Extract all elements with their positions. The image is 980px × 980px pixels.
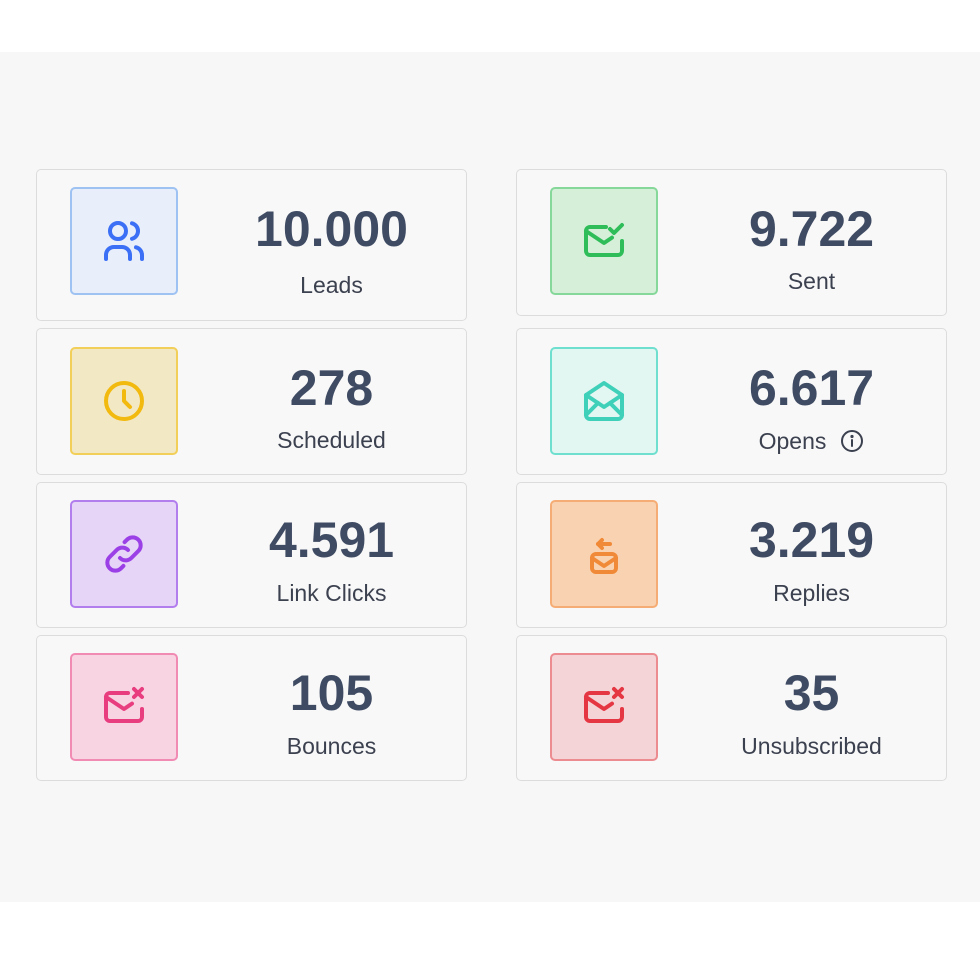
leads-icon-tile: [70, 187, 178, 295]
bounces-value: 105: [289, 665, 374, 721]
stat-card-replies: 3.219 Replies: [516, 482, 947, 628]
replies-label: Replies: [773, 580, 850, 606]
mail-reply-icon: [590, 538, 618, 574]
opens-label: Opens: [758, 427, 827, 454]
mail-check-icon: [584, 223, 624, 257]
link-icon: [105, 535, 143, 573]
users-icon: [104, 221, 144, 261]
link-clicks-value: 4.591: [268, 512, 395, 568]
mail-x-icon: [584, 687, 624, 723]
scheduled-value: 278: [289, 360, 374, 416]
unsubscribed-label: Unsubscribed: [741, 733, 882, 759]
replies-icon-tile: [550, 500, 658, 608]
link-clicks-label: Link Clicks: [276, 580, 387, 606]
sent-icon-tile: [550, 187, 658, 295]
stat-card-bounces: 105 Bounces: [36, 635, 467, 781]
leads-value: 10.000: [255, 201, 408, 257]
stat-card-scheduled: 278 Scheduled: [36, 328, 467, 475]
scheduled-label: Scheduled: [277, 427, 386, 453]
scheduled-icon-tile: [70, 347, 178, 455]
stat-card-opens: 6.617 Opens: [516, 328, 947, 475]
link-clicks-icon-tile: [70, 500, 178, 608]
info-icon[interactable]: [840, 429, 864, 453]
opens-label-row: Opens: [677, 429, 946, 453]
sent-label: Sent: [787, 268, 836, 294]
leads-label: Leads: [300, 272, 363, 298]
mail-x-icon: [104, 687, 144, 723]
mail-opened-icon: [584, 381, 624, 421]
bounces-label: Bounces: [286, 733, 377, 759]
unsubscribed-icon-tile: [550, 653, 658, 761]
stat-card-link-clicks: 4.591 Link Clicks: [36, 482, 467, 628]
opens-value: 6.617: [748, 360, 875, 416]
unsubscribed-value: 35: [783, 665, 840, 721]
replies-value: 3.219: [748, 512, 875, 568]
stat-card-sent: 9.722 Sent: [516, 169, 947, 316]
opens-icon-tile: [550, 347, 658, 455]
stats-panel: 10.000 Leads 9.722 Sent 278 Scheduled: [0, 52, 980, 902]
stat-card-unsubscribed: 35 Unsubscribed: [516, 635, 947, 781]
bounces-icon-tile: [70, 653, 178, 761]
clock-icon: [104, 381, 144, 421]
stat-card-leads: 10.000 Leads: [36, 169, 467, 321]
sent-value: 9.722: [748, 201, 875, 257]
